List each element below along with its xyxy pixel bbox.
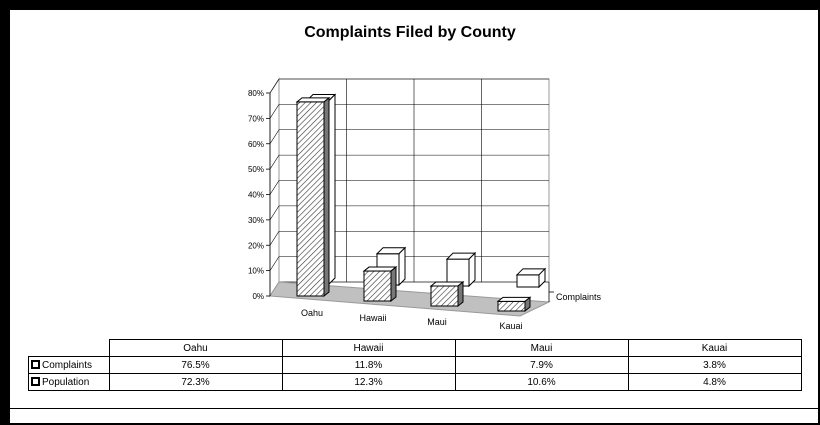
table-cell: 3.8% (627, 356, 802, 374)
legend-key-complaints (31, 359, 40, 369)
table-row: Complaints 76.5% 11.8% 7.9% 3.8% (28, 356, 802, 374)
bar-population-2-side (468, 251, 476, 288)
table-cell: 12.3% (281, 373, 456, 391)
table-cell: 10.6% (454, 373, 629, 391)
table-cell: 72.3% (108, 373, 283, 391)
table-row-label: Population (28, 373, 110, 391)
y-tick-label: 80% (248, 89, 264, 98)
bar-complaints-1-side (390, 266, 397, 303)
y-tick-label: 40% (248, 191, 264, 200)
table-header-row: Oahu Hawaii Maui Kauai (28, 339, 802, 357)
y-tick-label: 60% (248, 140, 264, 149)
bar-complaints-0-side (323, 96, 330, 298)
y-tick-label: 0% (252, 292, 264, 301)
table-cell: 76.5% (108, 356, 283, 374)
table-row-label: Complaints (28, 356, 110, 374)
y-tick-label: 50% (248, 165, 264, 174)
gridline-side (269, 104, 280, 119)
bar-population-1-side (398, 246, 406, 287)
y-tick-label: 30% (248, 216, 264, 225)
y-tick-label: 70% (248, 114, 264, 123)
table-cell: 11.8% (281, 356, 456, 374)
gridline-side (269, 256, 280, 271)
bar-complaints-3-side (524, 296, 531, 313)
x-tick-label: Maui (427, 317, 447, 327)
gridline-side (269, 129, 280, 144)
table-row-label-text: Complaints (42, 359, 93, 371)
gridline-side (269, 205, 280, 221)
y-tick-label: 10% (248, 267, 264, 276)
table-header-oahu: Oahu (108, 339, 283, 357)
bar-population-0-side (328, 93, 336, 286)
depth-axis-label: Complaints (556, 292, 602, 302)
gridline-side (269, 154, 280, 170)
gridline-side (269, 180, 280, 195)
gridline-side (269, 78, 280, 94)
frame-bottom-strip (10, 408, 818, 421)
table-cell: 4.8% (627, 373, 802, 391)
x-tick-label: Hawaii (359, 313, 386, 323)
y-tick-label: 20% (248, 241, 264, 250)
table-row-label-text: Population (42, 376, 90, 388)
chart-title: Complaints Filed by County (304, 24, 516, 41)
bar-complaints-2-side (457, 280, 464, 308)
x-tick-label: Kauai (499, 321, 522, 331)
table-header-hawaii: Hawaii (281, 339, 456, 357)
bar-complaints-3-front (497, 300, 526, 312)
table-row: Population 72.3% 12.3% 10.6% 4.8% (28, 373, 802, 391)
table-cell: 7.9% (454, 356, 629, 374)
table-corner (28, 339, 110, 357)
bar-complaints-0-front (296, 101, 325, 297)
legend-key-population (31, 376, 40, 386)
x-tick-label: Oahu (301, 308, 323, 318)
bar-population-3-side (538, 267, 546, 289)
bar-population-3-front (516, 274, 540, 288)
gridline-side (269, 231, 280, 246)
table-header-kauai: Kauai (627, 339, 802, 357)
bar-complaints-1-front (363, 270, 392, 302)
bar-complaints-2-front (430, 285, 459, 307)
data-table: Oahu Hawaii Maui Kauai Complaints 76.5% … (28, 339, 802, 391)
table-header-maui: Maui (454, 339, 629, 357)
